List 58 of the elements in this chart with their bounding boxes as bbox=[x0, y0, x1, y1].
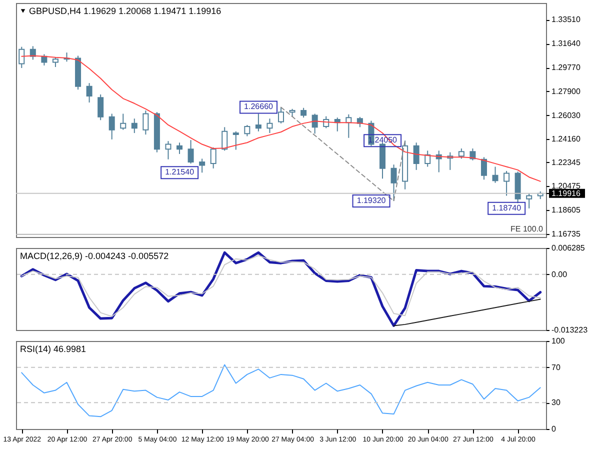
line-series bbox=[21, 364, 541, 418]
candlestick bbox=[492, 166, 498, 184]
y-tick-label: 100 bbox=[552, 336, 566, 346]
candlestick bbox=[278, 106, 284, 124]
candlestick bbox=[52, 56, 58, 68]
y-tick-label: 1.22345 bbox=[552, 158, 581, 167]
y-tick-label: 30 bbox=[552, 398, 561, 408]
y-tick-label: 70 bbox=[552, 362, 561, 372]
y-tick-label: 1.29770 bbox=[552, 63, 581, 72]
candlestick bbox=[222, 126, 228, 152]
y-tick-label: 0 bbox=[552, 424, 556, 434]
chart-title: MACD(12,26,9) -0.004243 -0.005572 bbox=[20, 251, 169, 261]
ref-line-label: FE 100.0 bbox=[510, 224, 544, 234]
candlestick bbox=[41, 54, 48, 66]
candlestick bbox=[266, 118, 273, 134]
y-tick-label: 0.006285 bbox=[552, 244, 586, 252]
candlestick bbox=[98, 94, 104, 121]
candlestick bbox=[165, 140, 172, 160]
annotation: 1.26660 bbox=[244, 102, 274, 112]
y-tick-label: 1.33510 bbox=[552, 15, 581, 24]
candlestick bbox=[142, 110, 149, 136]
y-tick-label: -0.013223 bbox=[552, 326, 588, 334]
y-tick-label: 0.00 bbox=[552, 270, 568, 279]
candlestick bbox=[255, 113, 262, 132]
candlestick bbox=[480, 156, 487, 180]
candlestick bbox=[504, 170, 510, 196]
candlestick bbox=[131, 118, 138, 134]
candlestick bbox=[108, 113, 115, 140]
candlestick bbox=[199, 158, 206, 174]
candlestick bbox=[18, 46, 25, 69]
candlestick bbox=[413, 142, 420, 170]
annotation: 1.21540 bbox=[165, 168, 195, 177]
y-tick-label: 1.27900 bbox=[552, 86, 581, 96]
y-tick-label: 1.24160 bbox=[552, 134, 581, 144]
candlestick bbox=[312, 113, 318, 134]
candlestick bbox=[390, 164, 397, 202]
candlestick bbox=[526, 192, 532, 209]
candlestick bbox=[210, 146, 216, 169]
y-tick-label: 1.19916 bbox=[552, 188, 581, 198]
annotation: 1.19320 bbox=[356, 196, 386, 205]
candlestick bbox=[120, 113, 126, 130]
line-series bbox=[280, 106, 406, 202]
chart-title: RSI(14) 46.9981 bbox=[20, 344, 86, 354]
annotation: 1.18740 bbox=[492, 203, 522, 212]
candlestick bbox=[232, 130, 239, 150]
y-tick-label: 1.18605 bbox=[552, 206, 581, 215]
line-series bbox=[393, 298, 541, 326]
y-tick-label: 1.16735 bbox=[552, 230, 581, 238]
candlestick bbox=[458, 148, 464, 160]
candlestick bbox=[244, 124, 250, 137]
candlestick bbox=[300, 107, 307, 118]
chart-title: GBPUSD,H4 1.19629 1.20068 1.19471 1.19916 bbox=[29, 6, 222, 16]
y-tick-label: 1.26030 bbox=[552, 110, 581, 120]
candlestick bbox=[188, 140, 194, 164]
candlestick bbox=[86, 82, 92, 103]
y-tick-label: 1.31640 bbox=[552, 39, 581, 48]
y-tick-label: 1.20475 bbox=[552, 182, 581, 191]
candlestick bbox=[176, 142, 183, 154]
